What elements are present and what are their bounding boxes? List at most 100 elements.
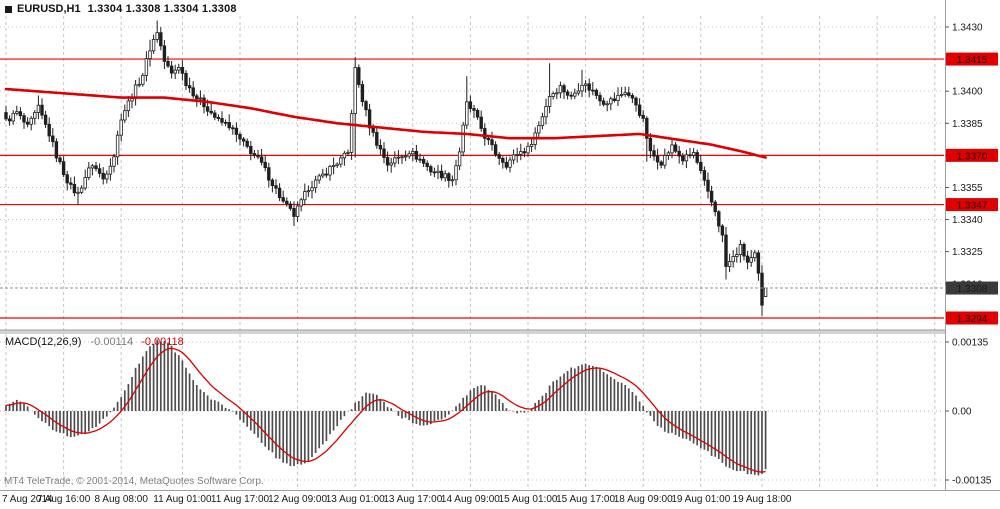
candlestick	[583, 83, 588, 86]
candlestick	[11, 112, 15, 122]
candlestick	[310, 187, 314, 192]
candlestick	[65, 174, 69, 184]
price-axis[interactable]	[945, 0, 1000, 490]
candlestick	[357, 67, 361, 85]
candlestick	[443, 173, 447, 179]
candlestick	[7, 118, 12, 122]
candlestick	[591, 89, 595, 92]
candlestick	[22, 115, 26, 123]
candlestick	[83, 177, 87, 189]
candlestick	[47, 123, 51, 137]
candlestick	[76, 191, 80, 194]
candlestick	[699, 161, 703, 171]
candlestick	[465, 101, 469, 126]
candlestick	[249, 146, 253, 154]
candlestick	[688, 154, 692, 157]
candlestick	[691, 152, 696, 156]
time-axis-label: 8 Aug 08:00	[95, 494, 149, 505]
candlestick	[87, 167, 91, 178]
candlestick	[259, 156, 264, 163]
level-price-badge	[946, 311, 998, 325]
candlestick	[522, 151, 527, 154]
price-axis-label: 1.3325	[952, 247, 983, 258]
candlestick	[745, 255, 750, 263]
time-axis-label: 19 Aug 18:00	[733, 494, 792, 505]
candlestick	[360, 84, 365, 102]
candlestick	[479, 116, 483, 129]
price-axis-label: 1.3340	[952, 215, 983, 226]
price-axis-label: 1.3355	[952, 183, 983, 194]
candlestick	[432, 171, 437, 174]
candlestick	[159, 32, 163, 47]
candlestick	[216, 116, 221, 119]
candlestick	[166, 60, 170, 67]
candlestick	[580, 84, 584, 92]
candlestick	[414, 150, 419, 160]
candlestick	[191, 87, 195, 97]
candlestick	[587, 83, 591, 91]
candlestick	[735, 254, 739, 257]
candlestick	[475, 109, 480, 118]
candlestick	[101, 172, 105, 180]
level-price-badge-label: 1.3415	[957, 55, 988, 66]
macd-axis-label: -0.00135	[952, 475, 992, 486]
candlestick	[461, 124, 465, 153]
candlestick	[497, 154, 501, 159]
candlestick	[43, 114, 48, 125]
candlestick	[335, 163, 339, 166]
moving-average-line	[4, 87, 767, 159]
candlestick	[537, 125, 541, 134]
candlestick	[609, 98, 613, 105]
candlestick	[695, 152, 699, 163]
current-price-badge	[946, 281, 998, 295]
candlestick	[645, 117, 649, 139]
candlestick	[551, 93, 555, 97]
candlestick	[119, 119, 123, 136]
candlestick	[162, 45, 167, 62]
candlestick	[501, 157, 505, 163]
candlestick	[382, 148, 386, 158]
candlestick	[4, 112, 8, 120]
candlestick	[576, 90, 581, 94]
price-axis-label: 1.3385	[952, 119, 983, 130]
candlestick	[126, 100, 131, 112]
candlestick	[15, 111, 19, 114]
candlestick	[155, 32, 159, 40]
candlestick	[483, 128, 487, 139]
candlestick	[706, 179, 710, 192]
candlestick	[29, 117, 33, 125]
time-axis-label: 11 Aug 17:00	[211, 494, 270, 505]
candlestick	[403, 155, 408, 158]
time-axis-label: 14 Aug 09:00	[441, 494, 500, 505]
time-axis-label: 12 Aug 09:00	[268, 494, 327, 505]
candlestick	[115, 134, 120, 158]
candlestick	[472, 108, 476, 111]
candlestick	[677, 150, 681, 157]
candlestick	[277, 187, 282, 199]
time-axis-label: 13 Aug 01:00	[326, 494, 385, 505]
candlestick	[605, 103, 609, 106]
candlestick	[177, 66, 181, 71]
candlestick	[270, 179, 275, 187]
candlestick	[663, 154, 667, 166]
candlestick	[511, 154, 516, 161]
candlestick	[349, 113, 354, 153]
candlestick	[396, 156, 401, 159]
candlestick	[763, 287, 768, 298]
candlestick	[58, 157, 62, 163]
candlestick	[245, 140, 249, 147]
candlestick	[187, 85, 192, 89]
candlestick	[105, 173, 109, 180]
candlestick	[490, 139, 494, 146]
candlestick	[742, 244, 746, 257]
candlestick	[418, 158, 422, 161]
candlestick	[753, 252, 757, 259]
candlestick	[180, 66, 185, 74]
current-price-badge-label: 1.3308	[957, 284, 988, 295]
candlestick	[299, 199, 303, 207]
candlestick	[198, 97, 203, 100]
pane-separator[interactable]	[0, 330, 1000, 334]
candlestick	[108, 165, 113, 175]
